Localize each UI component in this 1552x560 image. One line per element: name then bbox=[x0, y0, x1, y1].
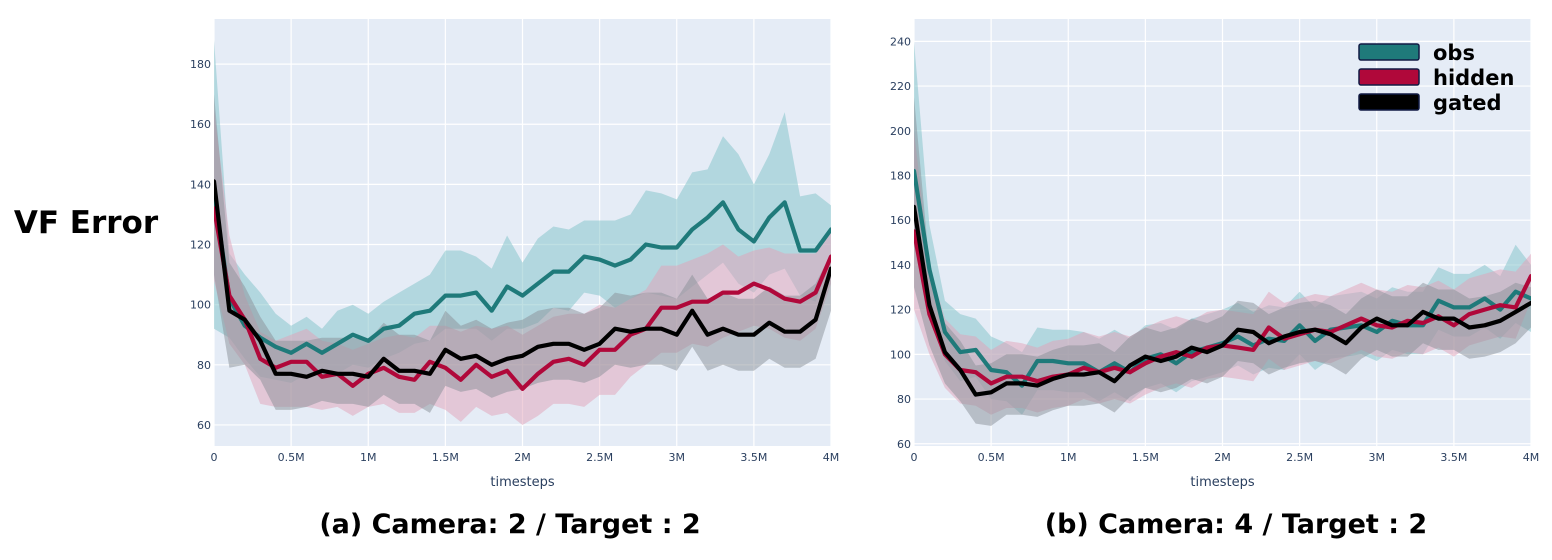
legend-label-obs: obs bbox=[1433, 41, 1475, 65]
y-tick-label-b: 140 bbox=[890, 259, 911, 272]
x-tick-label-a: 1.5M bbox=[432, 451, 459, 464]
x-tick-label-b: 3.5M bbox=[1440, 451, 1467, 464]
x-tick-label-a: 3.5M bbox=[740, 451, 767, 464]
x-tick-label-a: 3M bbox=[669, 451, 686, 464]
line-gated-b bbox=[914, 204, 1531, 397]
legend-swatch-hidden bbox=[1358, 68, 1420, 86]
y-tick-label-b: 160 bbox=[890, 214, 911, 227]
x-tick-label-b: 2M bbox=[1214, 451, 1231, 464]
y-tick-label-a: 180 bbox=[190, 58, 211, 71]
x-tick-label-a: 0.5M bbox=[278, 451, 305, 464]
legend-swatch-gated bbox=[1358, 93, 1420, 111]
y-tick-label-b: 80 bbox=[897, 393, 911, 406]
caption-a: (a) Camera: 2 / Target : 2 bbox=[319, 509, 700, 540]
x-axis-title-b: timesteps bbox=[1190, 475, 1254, 490]
chart-b: 0 0.5M 1M 1.5M 2M 2.5M 3M 3.5M 4M 60 80 100 120 140 16… bbox=[890, 19, 1539, 490]
y-tick-label-b: 100 bbox=[890, 348, 911, 361]
x-tick-label-a: 4M bbox=[823, 451, 840, 464]
line-obs-a bbox=[214, 191, 831, 355]
x-tick-label-b: 1.5M bbox=[1132, 451, 1159, 464]
y-tick-label-a: 120 bbox=[190, 239, 211, 252]
x-tick-label-b: 4M bbox=[1523, 451, 1540, 464]
y-tick-label-a: 160 bbox=[190, 118, 211, 131]
y-tick-label-b: 60 bbox=[897, 438, 911, 451]
x-axis-title-a: timesteps bbox=[490, 475, 554, 490]
band-gated-b bbox=[914, 97, 1531, 426]
y-tick-label-b: 240 bbox=[890, 35, 911, 48]
y-tick-label-b: 200 bbox=[890, 125, 911, 138]
series-group-b bbox=[914, 41, 1531, 426]
x-tick-label-b: 0 bbox=[911, 451, 918, 464]
x-tick-label-a: 1M bbox=[360, 451, 377, 464]
series-group-a bbox=[214, 40, 831, 425]
y-tick-label-a: 100 bbox=[190, 299, 211, 312]
x-tick-label-b: 1M bbox=[1060, 451, 1077, 464]
x-tick-label-a: 2M bbox=[514, 451, 531, 464]
x-tick-label-b: 3M bbox=[1369, 451, 1386, 464]
y-tick-label-a: 80 bbox=[197, 359, 211, 372]
y-tick-label-b: 120 bbox=[890, 304, 911, 317]
y-axis-title: VF Error bbox=[14, 205, 159, 241]
y-tick-label-b: 220 bbox=[890, 80, 911, 93]
caption-b: (b) Camera: 4 / Target : 2 bbox=[1045, 509, 1427, 540]
x-tick-label-b: 0.5M bbox=[978, 451, 1005, 464]
y-tick-label-b: 180 bbox=[890, 169, 911, 182]
chart-a: 0 0.5M 1M 1.5M 2M 2.5M 3M 3.5M 4M 60 80 100 120 140 16… bbox=[190, 19, 839, 490]
x-tick-label-b: 2.5M bbox=[1286, 451, 1313, 464]
x-tick-label-a: 2.5M bbox=[586, 451, 613, 464]
line-gated-a bbox=[214, 179, 831, 379]
legend-label-hidden: hidden bbox=[1433, 66, 1514, 90]
legend-label-gated: gated bbox=[1433, 91, 1502, 115]
y-tick-label-a: 60 bbox=[197, 419, 211, 432]
legend-swatch-obs bbox=[1358, 43, 1420, 61]
y-tick-label-a: 140 bbox=[190, 178, 211, 191]
x-tick-label-a: 0 bbox=[211, 451, 218, 464]
